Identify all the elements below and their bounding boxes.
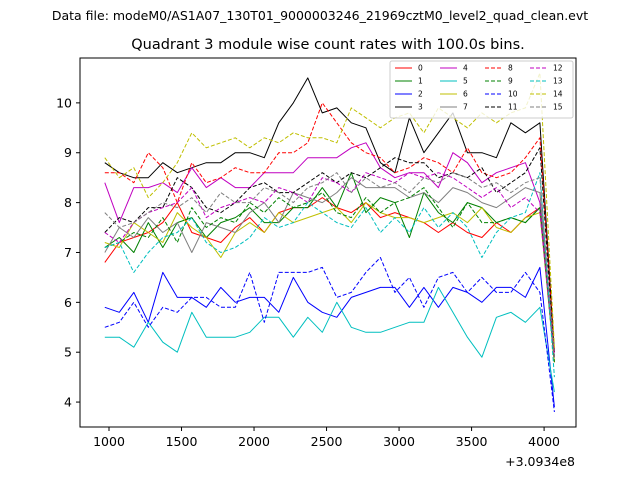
legend-label-1: 1 (418, 77, 423, 86)
x-tick-label: 1000 (93, 434, 125, 449)
legend-label-5: 5 (463, 77, 468, 86)
legend-label-14: 14 (553, 90, 563, 99)
series-line-4 (104, 142, 555, 353)
series-line-11 (104, 147, 555, 358)
chart-title: Quadrant 3 module wise count rates with … (131, 37, 525, 53)
series-line-0 (104, 197, 555, 363)
series-line-15 (104, 172, 555, 358)
y-tick-label: 7 (64, 245, 72, 260)
legend-label-11: 11 (508, 103, 518, 112)
series-line-3 (104, 77, 555, 353)
legend-label-10: 10 (508, 90, 518, 99)
series-line-10 (104, 257, 555, 413)
x-tick-label: 3000 (383, 434, 415, 449)
x-offset-label: +3.0934e8 (505, 454, 575, 469)
series-line-9 (104, 187, 555, 363)
x-tick-label: 2500 (311, 434, 343, 449)
series-line-7 (104, 177, 555, 358)
y-tick-label: 8 (64, 195, 72, 210)
series-line-2 (104, 266, 555, 408)
legend-label-6: 6 (463, 90, 468, 99)
legend-label-7: 7 (463, 103, 468, 112)
legend-label-2: 2 (418, 90, 423, 99)
y-tick-label: 9 (64, 145, 72, 160)
series-line-6 (104, 202, 555, 363)
legend-label-15: 15 (553, 103, 563, 112)
x-tick-label: 2000 (238, 434, 270, 449)
legend-label-8: 8 (508, 64, 513, 73)
file-label: Data file: modeM0/AS1A07_130T01_90000032… (52, 8, 588, 23)
y-tick-label: 10 (56, 95, 72, 110)
legend-label-9: 9 (508, 77, 513, 86)
legend-label-12: 12 (553, 64, 563, 73)
axes-layer: 1000 1500 2000 2500 3000 3500 4000 4 5 6 7 8 9 10 (56, 95, 560, 449)
x-tick-label: 4000 (528, 434, 560, 449)
series-line-12 (104, 172, 555, 358)
legend-label-13: 13 (553, 77, 563, 86)
x-tick-label: 3500 (456, 434, 488, 449)
y-tick-label: 6 (64, 295, 72, 310)
x-tick-label: 1500 (166, 434, 198, 449)
legend-label-4: 4 (463, 64, 468, 73)
series-line-13 (104, 172, 555, 378)
legend-box (389, 60, 574, 119)
plot-frame (79, 57, 577, 428)
series-line-5 (104, 286, 555, 393)
y-tick-label: 4 (64, 395, 72, 410)
y-tick-label: 5 (64, 345, 72, 360)
legend-label-0: 0 (418, 64, 423, 73)
legend-label-3: 3 (418, 103, 423, 112)
